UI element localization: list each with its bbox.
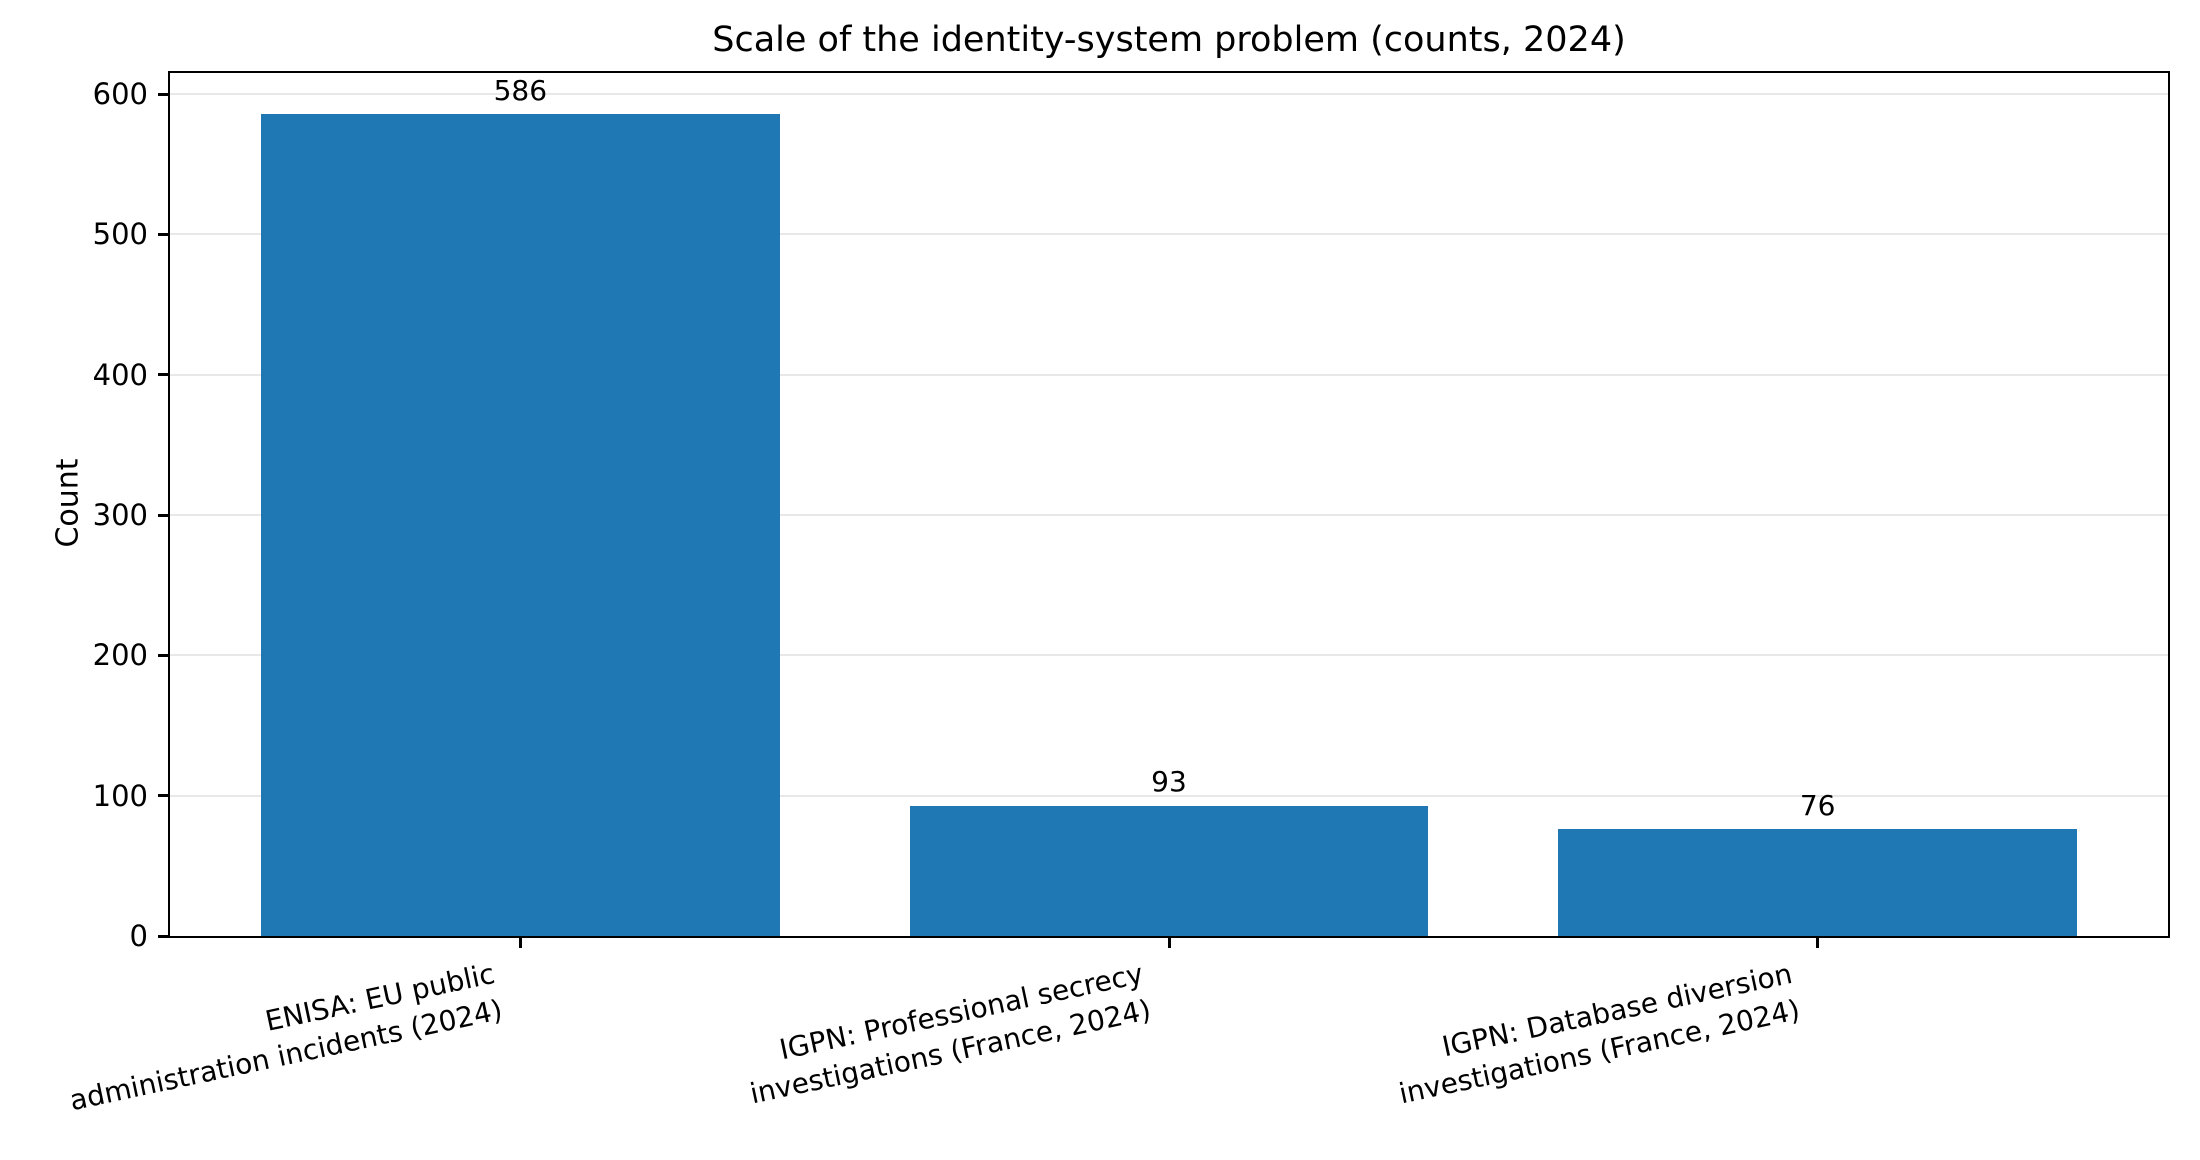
gridline — [170, 654, 2168, 657]
y-tick-mark — [158, 653, 169, 657]
y-tick-label: 600 — [92, 77, 148, 112]
x-tick-label: IGPN: Professional secrecy investigation… — [747, 956, 1154, 1111]
x-tick-mark — [1167, 938, 1171, 948]
y-tick-mark — [158, 794, 169, 798]
bar-value-label: 93 — [1151, 765, 1187, 799]
x-tick-mark — [1816, 938, 1820, 948]
gridline — [170, 93, 2168, 96]
x-tick-label: IGPN: Database diversion investigations … — [1396, 956, 1803, 1111]
y-tick-label: 0 — [129, 919, 148, 953]
gridline — [170, 514, 2168, 517]
bar-value-label: 586 — [493, 73, 548, 107]
y-tick-label: 200 — [92, 638, 148, 673]
y-tick-label: 100 — [92, 778, 148, 813]
bar — [1558, 829, 2078, 936]
y-tick-label: 500 — [92, 217, 148, 252]
y-tick-mark — [158, 373, 169, 377]
y-tick-label: 300 — [92, 498, 148, 533]
gridline — [170, 233, 2168, 236]
gridline — [170, 794, 2168, 797]
y-tick-mark — [158, 513, 169, 517]
y-tick-mark — [158, 232, 169, 236]
plot-area — [168, 71, 2170, 938]
chart-title: Scale of the identity-system problem (co… — [712, 20, 1626, 60]
gridline — [170, 373, 2168, 376]
y-tick-label: 400 — [92, 357, 148, 392]
y-tick-mark — [158, 934, 169, 938]
bar — [909, 805, 1429, 936]
x-tick-mark — [518, 938, 522, 948]
bar-value-label: 76 — [1799, 789, 1836, 823]
y-tick-mark — [158, 92, 169, 96]
x-tick-label: ENISA: EU public administration incident… — [66, 956, 506, 1118]
bar — [260, 113, 780, 936]
